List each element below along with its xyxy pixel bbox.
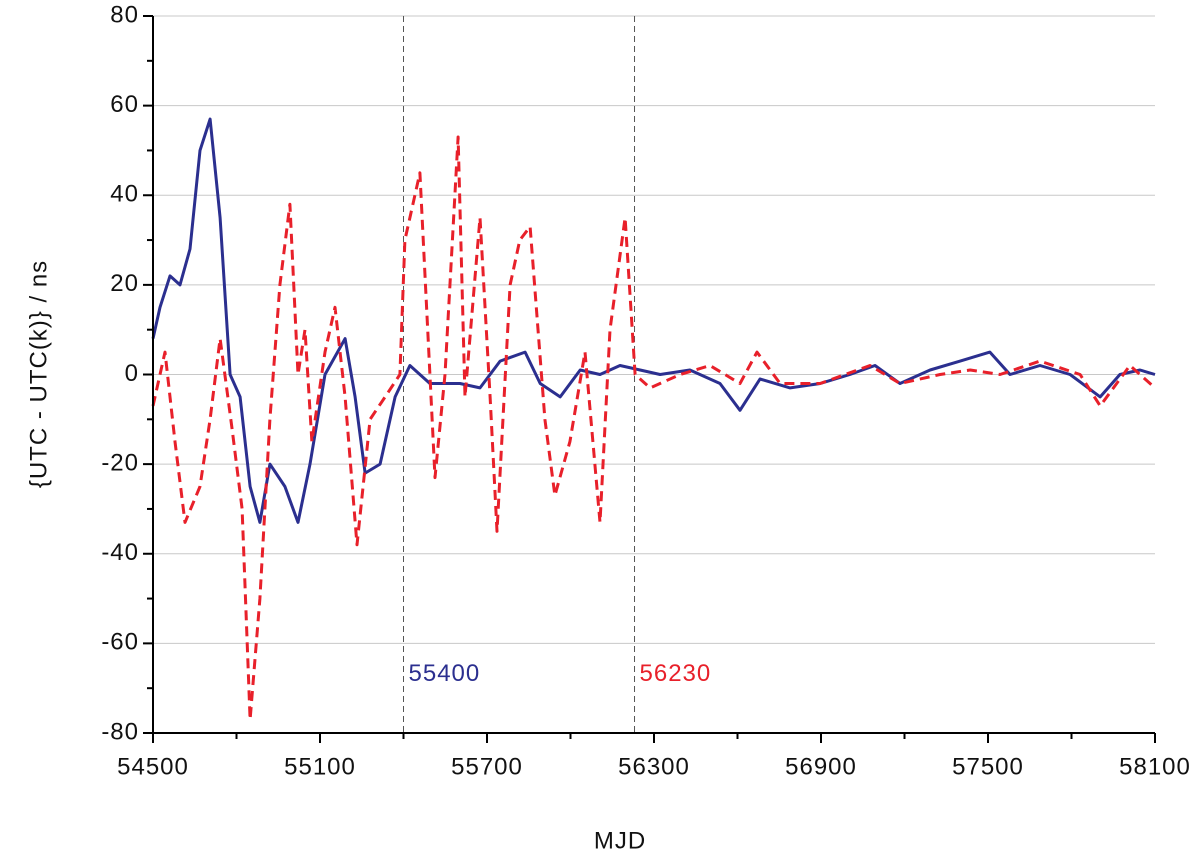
x-tick-label: 57500 [952,753,1024,780]
y-tick-label: -80 [101,718,139,745]
x-axis-label: MJD [594,827,646,854]
series-line [151,135,1156,722]
y-tick-label: 40 [110,181,139,208]
y-tick-label: -60 [101,629,139,656]
x-tick-label: 56900 [785,753,857,780]
y-tick-label: -20 [101,449,139,476]
reference-label: 56230 [640,660,712,687]
x-tick-label: 55700 [451,753,523,780]
y-tick-label: 20 [110,270,139,297]
y-tick-label: 0 [125,360,139,387]
y-tick-label: 80 [110,1,139,28]
y-axis-label: {UTC - UTC(k)} / ns [25,260,52,488]
y-tick-label: 60 [110,91,139,118]
y-tick-label: -40 [101,539,139,566]
x-tick-label: 58100 [1119,753,1191,780]
x-tick-label: 55100 [284,753,356,780]
series-line [151,117,1156,524]
x-tick-label: 56300 [618,753,690,780]
x-tick-label: 54500 [117,753,189,780]
reference-label: 55400 [409,660,481,687]
